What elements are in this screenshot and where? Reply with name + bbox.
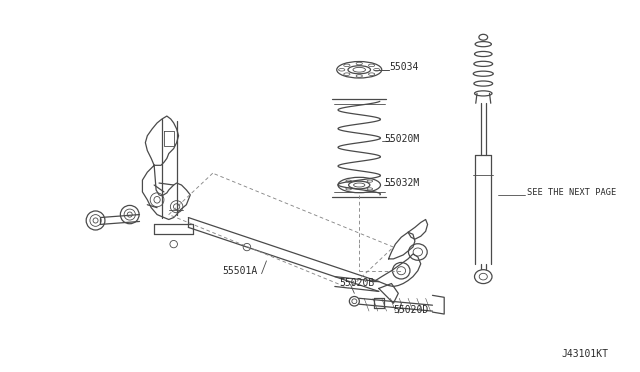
Ellipse shape [348, 66, 371, 74]
Ellipse shape [337, 61, 381, 78]
Ellipse shape [474, 61, 493, 67]
Text: 55020M: 55020M [385, 134, 420, 144]
Ellipse shape [473, 71, 493, 76]
Ellipse shape [474, 270, 492, 283]
Text: 55020D: 55020D [394, 305, 429, 315]
Ellipse shape [349, 181, 370, 189]
Ellipse shape [479, 34, 488, 40]
Text: 55501A: 55501A [223, 266, 258, 276]
Ellipse shape [86, 211, 105, 230]
Text: SEE THE NEXT PAGE: SEE THE NEXT PAGE [527, 188, 616, 198]
Text: 55032M: 55032M [385, 178, 420, 188]
Text: 55020B: 55020B [340, 278, 375, 288]
Ellipse shape [408, 244, 428, 260]
Ellipse shape [474, 51, 492, 57]
Text: J43101KT: J43101KT [561, 349, 608, 359]
Ellipse shape [475, 42, 492, 47]
Ellipse shape [474, 91, 492, 96]
Ellipse shape [474, 81, 493, 86]
Text: 55034: 55034 [390, 62, 419, 72]
Ellipse shape [338, 177, 381, 193]
